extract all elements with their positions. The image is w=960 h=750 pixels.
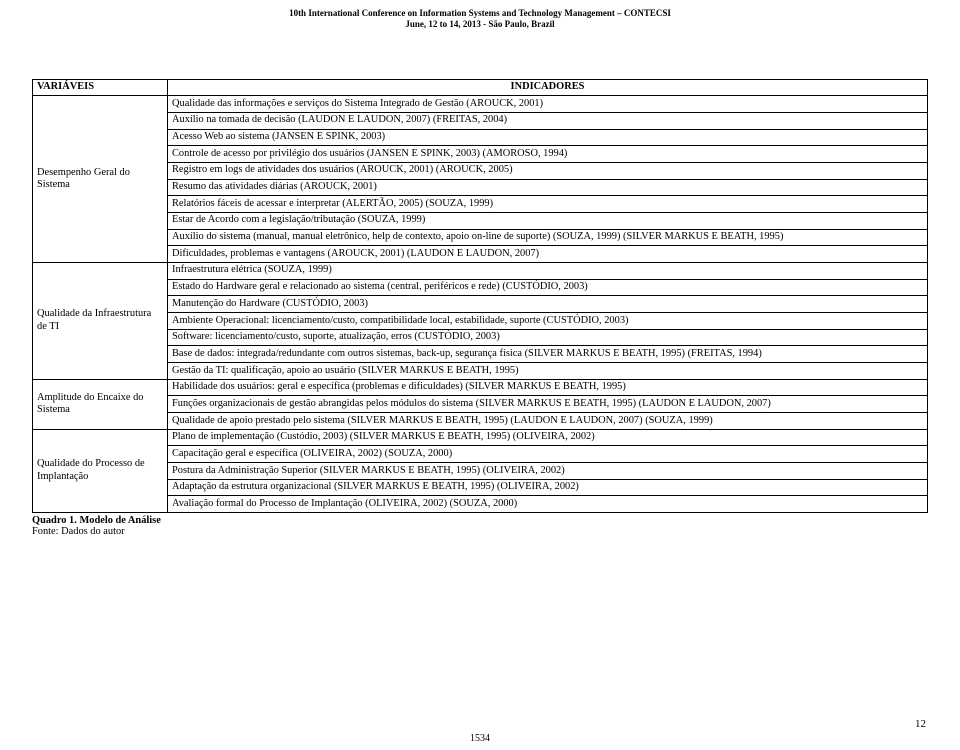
- table-row: Resumo das atividades diárias (AROUCK, 2…: [33, 179, 928, 196]
- variable-cell: Desempenho Geral do Sistema: [33, 96, 168, 263]
- header-line-1: 10th International Conference on Informa…: [0, 8, 960, 19]
- indicator-cell: Auxílio na tomada de decisão (LAUDON E L…: [168, 112, 928, 129]
- table-row: Amplitude do Encaixe do SistemaHabilidad…: [33, 379, 928, 396]
- analysis-table-body: VARIÁVEISINDICADORESDesempenho Geral do …: [33, 79, 928, 512]
- indicator-cell: Capacitação geral e específica (OLIVEIRA…: [168, 446, 928, 463]
- table-row: Estar de Acordo com a legislação/tributa…: [33, 212, 928, 229]
- table-row: Desempenho Geral do SistemaQualidade das…: [33, 96, 928, 113]
- variable-cell: Amplitude do Encaixe do Sistema: [33, 379, 168, 429]
- indicator-cell: Registro em logs de atividades dos usuár…: [168, 162, 928, 179]
- indicator-cell: Adaptação da estrutura organizacional (S…: [168, 479, 928, 496]
- indicator-cell: Estado do Hardware geral e relacionado a…: [168, 279, 928, 296]
- indicator-cell: Auxílio do sistema (manual, manual eletr…: [168, 229, 928, 246]
- table-header-row: VARIÁVEISINDICADORES: [33, 79, 928, 96]
- indicator-cell: Infraestrutura elétrica (SOUZA, 1999): [168, 262, 928, 279]
- table-row: Base de dados: integrada/redundante com …: [33, 346, 928, 363]
- header-line-2: June, 12 to 14, 2013 - São Paulo, Brazil: [0, 19, 960, 30]
- table-row: Funções organizacionais de gestão abrang…: [33, 396, 928, 413]
- table-row: Qualidade de apoio prestado pelo sistema…: [33, 412, 928, 429]
- indicator-cell: Qualidade de apoio prestado pelo sistema…: [168, 412, 928, 429]
- table-row: Qualidade do Processo de ImplantaçãoPlan…: [33, 429, 928, 446]
- table-row: Manutenção do Hardware (CUSTÓDIO, 2003): [33, 296, 928, 313]
- indicator-cell: Avaliação formal do Processo de Implanta…: [168, 496, 928, 513]
- table-row: Avaliação formal do Processo de Implanta…: [33, 496, 928, 513]
- table-header-variables: VARIÁVEIS: [33, 79, 168, 96]
- variable-cell: Qualidade da Infraestrutura de TI: [33, 262, 168, 379]
- table-row: Software: licenciamento/custo, suporte, …: [33, 329, 928, 346]
- analysis-table: VARIÁVEISINDICADORESDesempenho Geral do …: [32, 79, 928, 513]
- indicator-cell: Gestão da TI: qualificação, apoio ao usu…: [168, 362, 928, 379]
- table-caption: Quadro 1. Modelo de Análise Fonte: Dados…: [32, 515, 928, 537]
- indicator-cell: Base de dados: integrada/redundante com …: [168, 346, 928, 363]
- indicator-cell: Resumo das atividades diárias (AROUCK, 2…: [168, 179, 928, 196]
- table-row: Postura da Administração Superior (SILVE…: [33, 462, 928, 479]
- table-row: Auxílio do sistema (manual, manual eletr…: [33, 229, 928, 246]
- indicator-cell: Relatórios fáceis de acessar e interpret…: [168, 196, 928, 213]
- indicator-cell: Qualidade das informações e serviços do …: [168, 96, 928, 113]
- caption-source: Fonte: Dados do autor: [32, 526, 125, 537]
- indicator-cell: Plano de implementação (Custódio, 2003) …: [168, 429, 928, 446]
- variable-cell: Qualidade do Processo de Implantação: [33, 429, 168, 512]
- page-content: VARIÁVEISINDICADORESDesempenho Geral do …: [0, 31, 960, 537]
- page-number-right: 12: [915, 718, 926, 730]
- table-row: Registro em logs de atividades dos usuár…: [33, 162, 928, 179]
- indicator-cell: Controle de acesso por privilégio dos us…: [168, 146, 928, 163]
- table-row: Qualidade da Infraestrutura de TIInfraes…: [33, 262, 928, 279]
- indicator-cell: Habilidade dos usuários: geral e específ…: [168, 379, 928, 396]
- indicator-cell: Postura da Administração Superior (SILVE…: [168, 462, 928, 479]
- table-row: Estado do Hardware geral e relacionado a…: [33, 279, 928, 296]
- caption-title: Quadro 1. Modelo de Análise: [32, 515, 161, 526]
- table-row: Capacitação geral e específica (OLIVEIRA…: [33, 446, 928, 463]
- table-row: Controle de acesso por privilégio dos us…: [33, 146, 928, 163]
- indicator-cell: Ambiente Operacional: licenciamento/cust…: [168, 312, 928, 329]
- indicator-cell: Software: licenciamento/custo, suporte, …: [168, 329, 928, 346]
- table-row: Gestão da TI: qualificação, apoio ao usu…: [33, 362, 928, 379]
- table-row: Relatórios fáceis de acessar e interpret…: [33, 196, 928, 213]
- table-row: Ambiente Operacional: licenciamento/cust…: [33, 312, 928, 329]
- page-number-center: 1534: [0, 733, 960, 744]
- indicator-cell: Estar de Acordo com a legislação/tributa…: [168, 212, 928, 229]
- conference-header: 10th International Conference on Informa…: [0, 0, 960, 31]
- table-row: Adaptação da estrutura organizacional (S…: [33, 479, 928, 496]
- table-header-indicators: INDICADORES: [168, 79, 928, 96]
- table-row: Dificuldades, problemas e vantagens (ARO…: [33, 246, 928, 263]
- indicator-cell: Dificuldades, problemas e vantagens (ARO…: [168, 246, 928, 263]
- indicator-cell: Funções organizacionais de gestão abrang…: [168, 396, 928, 413]
- table-row: Acesso Web ao sistema (JANSEN E SPINK, 2…: [33, 129, 928, 146]
- indicator-cell: Manutenção do Hardware (CUSTÓDIO, 2003): [168, 296, 928, 313]
- indicator-cell: Acesso Web ao sistema (JANSEN E SPINK, 2…: [168, 129, 928, 146]
- table-row: Auxílio na tomada de decisão (LAUDON E L…: [33, 112, 928, 129]
